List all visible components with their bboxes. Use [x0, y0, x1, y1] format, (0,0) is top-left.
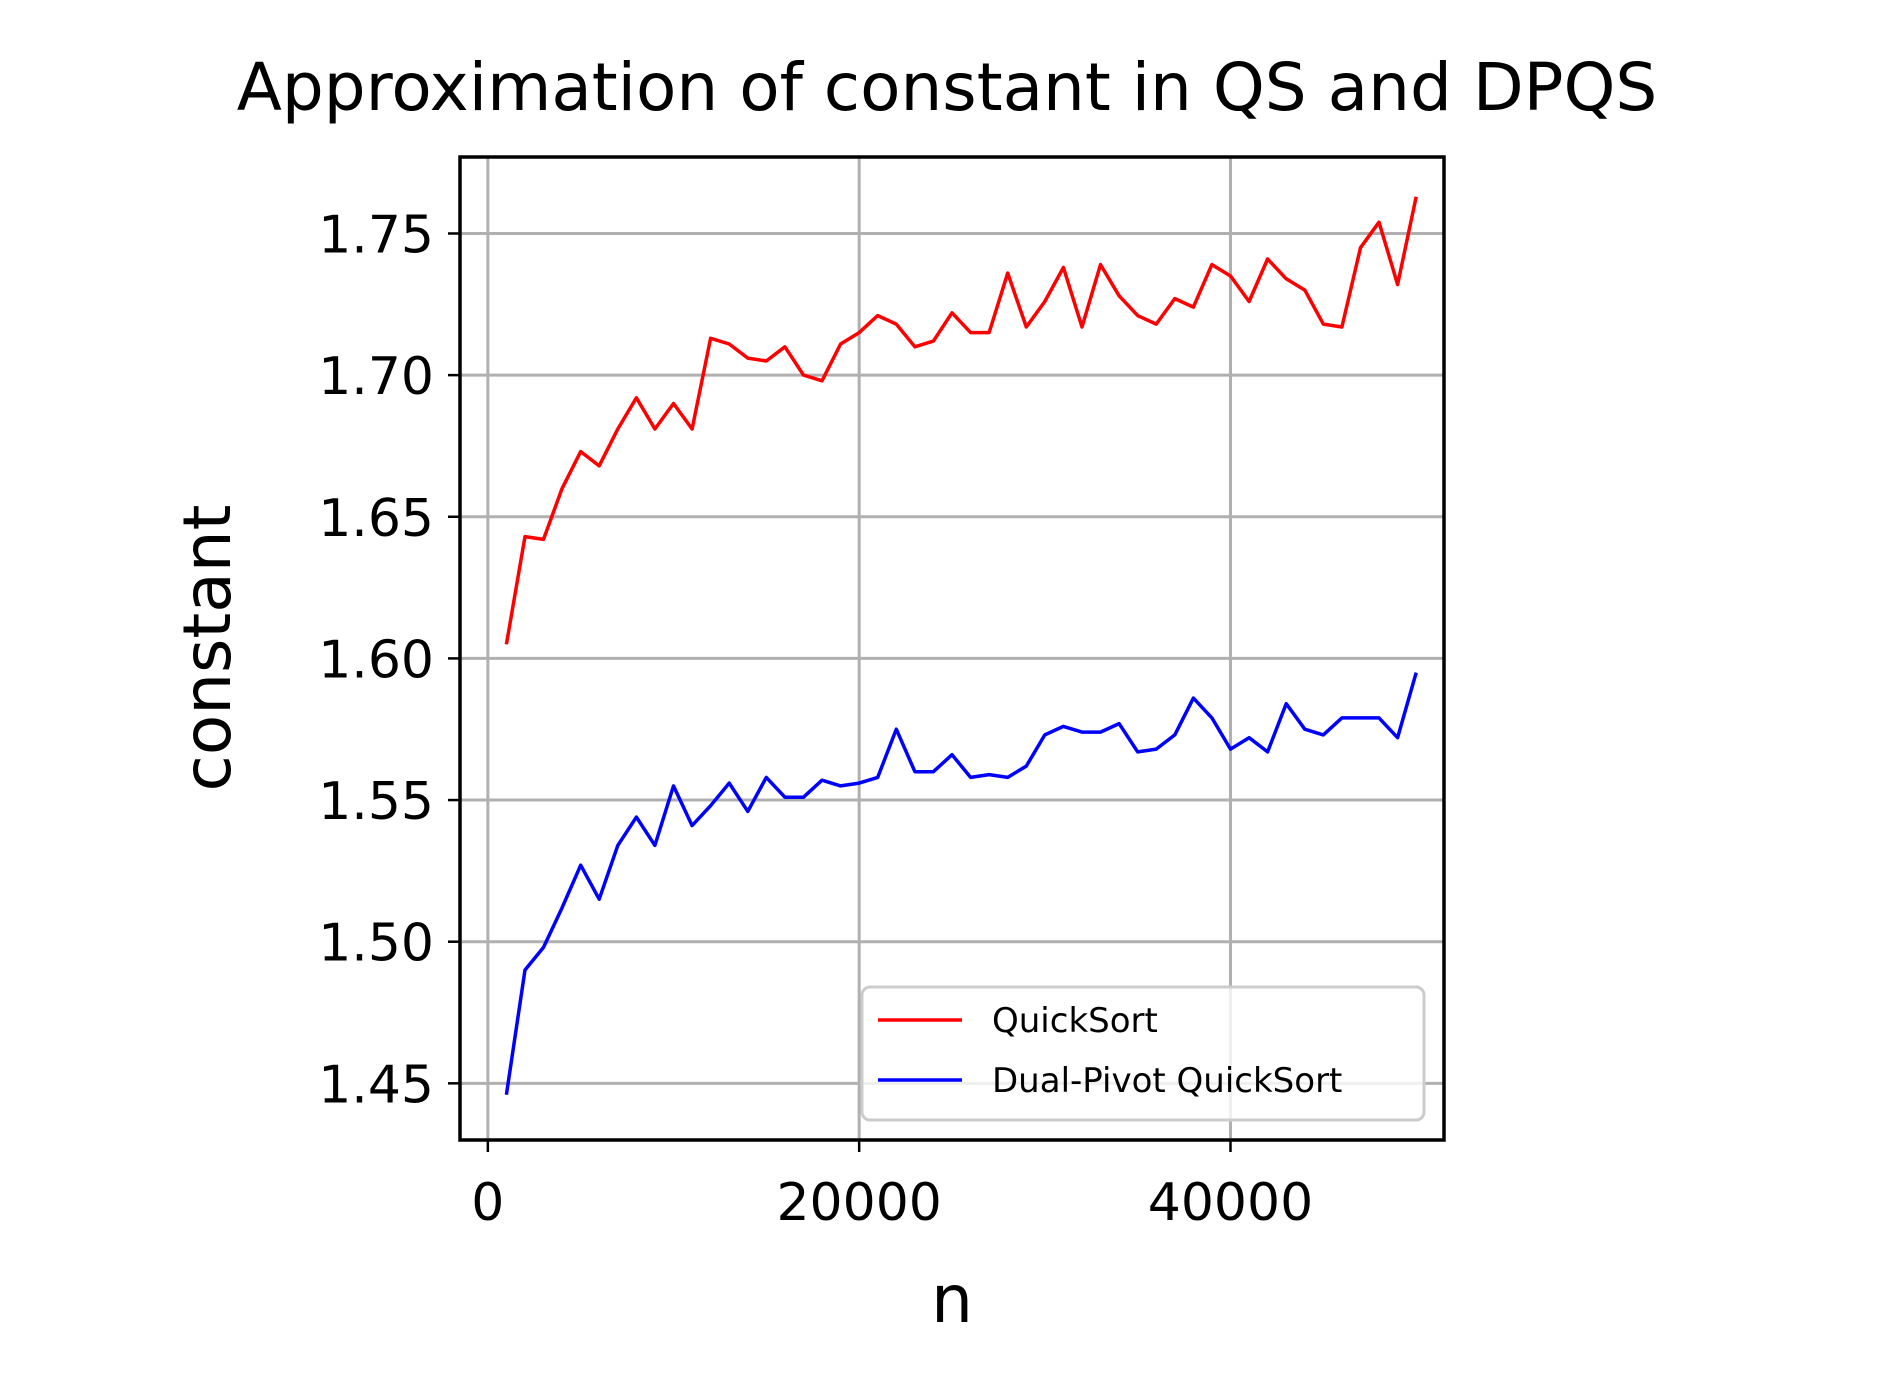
legend-label-dual-pivot-quicksort: Dual-Pivot QuickSort: [992, 1061, 1342, 1101]
y-axis-label: constant: [169, 505, 246, 792]
legend-box: [860, 985, 1426, 1122]
series-line-dual-pivot-quicksort: [504, 672, 1418, 1095]
legend: QuickSort Dual-Pivot QuickSort: [860, 985, 1426, 1122]
chart-title: Approximation of constant in QS and DPQS: [237, 49, 1658, 126]
grid-lines: [460, 157, 1444, 1140]
y-tick-label: 1.45: [318, 1055, 434, 1115]
x-tick-label: 20000: [776, 1173, 941, 1233]
y-tick-label: 1.70: [318, 347, 434, 407]
y-tick-label: 1.60: [318, 630, 434, 690]
y-tick-label: 1.65: [318, 489, 434, 549]
x-axis-label: n: [931, 1261, 973, 1338]
axis-ticks: 0 20000 40000 1.45 1.50 1.55 1.60 1.65 1.70 1.75: [318, 205, 1313, 1233]
y-tick-label: 1.75: [318, 205, 434, 265]
series-line-quicksort: [504, 196, 1418, 645]
y-tick-label: 1.55: [318, 772, 434, 832]
x-tick-label: 40000: [1148, 1173, 1313, 1233]
plot-frame: [458, 155, 1446, 1142]
x-tick-label: 0: [471, 1173, 504, 1233]
legend-label-quicksort: QuickSort: [992, 1001, 1158, 1041]
series-lines: [504, 196, 1418, 1095]
y-tick-label: 1.50: [318, 914, 434, 974]
